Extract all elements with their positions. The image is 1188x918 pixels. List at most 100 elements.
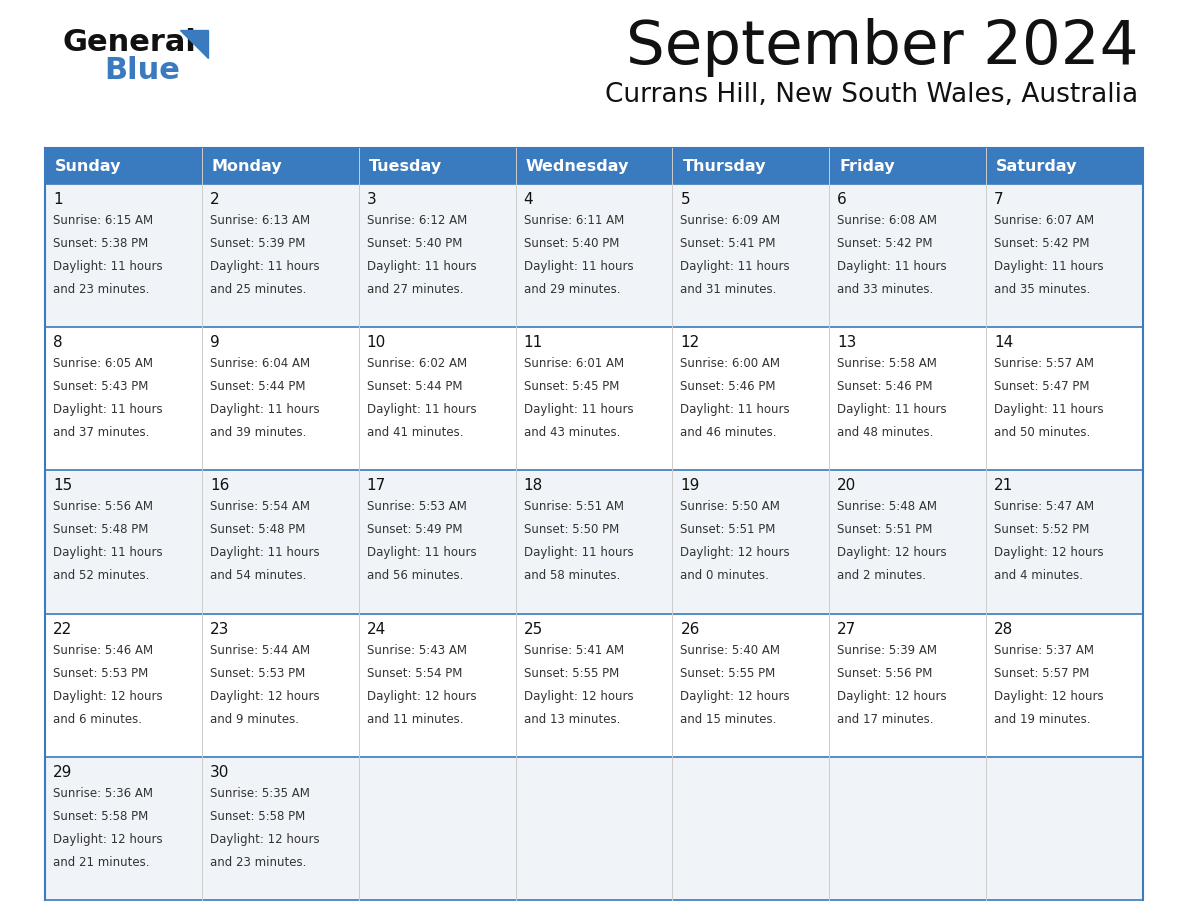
Text: Sunrise: 6:05 AM: Sunrise: 6:05 AM bbox=[53, 357, 153, 370]
Text: 20: 20 bbox=[838, 478, 857, 493]
Text: and 27 minutes.: and 27 minutes. bbox=[367, 283, 463, 296]
Text: and 58 minutes.: and 58 minutes. bbox=[524, 569, 620, 582]
Text: Sunset: 5:53 PM: Sunset: 5:53 PM bbox=[53, 666, 148, 679]
Text: Daylight: 12 hours: Daylight: 12 hours bbox=[524, 689, 633, 702]
Text: Sunrise: 5:54 AM: Sunrise: 5:54 AM bbox=[210, 500, 310, 513]
Text: Daylight: 11 hours: Daylight: 11 hours bbox=[53, 260, 163, 273]
Text: Sunset: 5:58 PM: Sunset: 5:58 PM bbox=[210, 810, 305, 823]
Text: Wednesday: Wednesday bbox=[525, 159, 628, 174]
Text: and 39 minutes.: and 39 minutes. bbox=[210, 426, 307, 439]
Text: Sunset: 5:43 PM: Sunset: 5:43 PM bbox=[53, 380, 148, 393]
Text: General: General bbox=[62, 28, 196, 57]
Text: Daylight: 12 hours: Daylight: 12 hours bbox=[994, 546, 1104, 559]
Text: Daylight: 11 hours: Daylight: 11 hours bbox=[838, 403, 947, 416]
Text: Daylight: 11 hours: Daylight: 11 hours bbox=[53, 546, 163, 559]
Text: Tuesday: Tuesday bbox=[368, 159, 442, 174]
Text: 1: 1 bbox=[53, 192, 63, 207]
Text: Sunday: Sunday bbox=[55, 159, 121, 174]
Text: Daylight: 11 hours: Daylight: 11 hours bbox=[53, 403, 163, 416]
Text: Sunset: 5:51 PM: Sunset: 5:51 PM bbox=[681, 523, 776, 536]
Text: 2: 2 bbox=[210, 192, 220, 207]
Text: Sunset: 5:42 PM: Sunset: 5:42 PM bbox=[994, 237, 1089, 250]
Text: Sunset: 5:38 PM: Sunset: 5:38 PM bbox=[53, 237, 148, 250]
Text: Sunrise: 5:43 AM: Sunrise: 5:43 AM bbox=[367, 644, 467, 656]
Text: Sunrise: 5:35 AM: Sunrise: 5:35 AM bbox=[210, 787, 310, 800]
Bar bbox=[45, 756, 1143, 900]
Text: 19: 19 bbox=[681, 478, 700, 493]
Text: Sunrise: 5:36 AM: Sunrise: 5:36 AM bbox=[53, 787, 153, 800]
Text: Daylight: 11 hours: Daylight: 11 hours bbox=[210, 546, 320, 559]
Text: Daylight: 11 hours: Daylight: 11 hours bbox=[681, 260, 790, 273]
Text: and 23 minutes.: and 23 minutes. bbox=[53, 283, 150, 296]
Text: Sunset: 5:48 PM: Sunset: 5:48 PM bbox=[53, 523, 148, 536]
Text: Sunset: 5:41 PM: Sunset: 5:41 PM bbox=[681, 237, 776, 250]
Text: Currans Hill, New South Wales, Australia: Currans Hill, New South Wales, Australia bbox=[605, 82, 1138, 108]
Text: Sunrise: 6:11 AM: Sunrise: 6:11 AM bbox=[524, 214, 624, 227]
Text: Sunset: 5:40 PM: Sunset: 5:40 PM bbox=[367, 237, 462, 250]
Text: Daylight: 11 hours: Daylight: 11 hours bbox=[524, 260, 633, 273]
Text: Daylight: 11 hours: Daylight: 11 hours bbox=[367, 546, 476, 559]
Text: 22: 22 bbox=[53, 621, 72, 636]
Text: Sunrise: 5:58 AM: Sunrise: 5:58 AM bbox=[838, 357, 937, 370]
Text: Daylight: 11 hours: Daylight: 11 hours bbox=[524, 546, 633, 559]
Text: Sunrise: 6:00 AM: Sunrise: 6:00 AM bbox=[681, 357, 781, 370]
Text: Daylight: 12 hours: Daylight: 12 hours bbox=[838, 689, 947, 702]
Text: Daylight: 12 hours: Daylight: 12 hours bbox=[838, 546, 947, 559]
Text: and 41 minutes.: and 41 minutes. bbox=[367, 426, 463, 439]
Text: Sunset: 5:55 PM: Sunset: 5:55 PM bbox=[681, 666, 776, 679]
Polygon shape bbox=[181, 30, 208, 58]
Text: 23: 23 bbox=[210, 621, 229, 636]
Text: Daylight: 12 hours: Daylight: 12 hours bbox=[53, 689, 163, 702]
Text: Daylight: 12 hours: Daylight: 12 hours bbox=[367, 689, 476, 702]
Text: and 17 minutes.: and 17 minutes. bbox=[838, 712, 934, 725]
Text: 26: 26 bbox=[681, 621, 700, 636]
Text: Sunset: 5:44 PM: Sunset: 5:44 PM bbox=[210, 380, 305, 393]
Text: 15: 15 bbox=[53, 478, 72, 493]
Text: 6: 6 bbox=[838, 192, 847, 207]
Text: Daylight: 12 hours: Daylight: 12 hours bbox=[210, 689, 320, 702]
Text: 13: 13 bbox=[838, 335, 857, 350]
Text: 7: 7 bbox=[994, 192, 1004, 207]
Bar bbox=[45, 613, 1143, 756]
Text: Sunrise: 6:15 AM: Sunrise: 6:15 AM bbox=[53, 214, 153, 227]
Text: and 50 minutes.: and 50 minutes. bbox=[994, 426, 1091, 439]
Text: Sunset: 5:50 PM: Sunset: 5:50 PM bbox=[524, 523, 619, 536]
Text: Daylight: 12 hours: Daylight: 12 hours bbox=[994, 689, 1104, 702]
Text: Daylight: 11 hours: Daylight: 11 hours bbox=[681, 403, 790, 416]
Text: and 35 minutes.: and 35 minutes. bbox=[994, 283, 1091, 296]
Text: Sunset: 5:58 PM: Sunset: 5:58 PM bbox=[53, 810, 148, 823]
Text: 28: 28 bbox=[994, 621, 1013, 636]
Text: Sunset: 5:46 PM: Sunset: 5:46 PM bbox=[681, 380, 776, 393]
Text: Sunrise: 5:39 AM: Sunrise: 5:39 AM bbox=[838, 644, 937, 656]
Text: Sunrise: 5:50 AM: Sunrise: 5:50 AM bbox=[681, 500, 781, 513]
Text: Daylight: 12 hours: Daylight: 12 hours bbox=[681, 546, 790, 559]
Text: Sunset: 5:56 PM: Sunset: 5:56 PM bbox=[838, 666, 933, 679]
Text: 24: 24 bbox=[367, 621, 386, 636]
Text: Sunrise: 6:04 AM: Sunrise: 6:04 AM bbox=[210, 357, 310, 370]
Text: 3: 3 bbox=[367, 192, 377, 207]
Text: 12: 12 bbox=[681, 335, 700, 350]
Text: September 2024: September 2024 bbox=[626, 18, 1138, 77]
Text: 17: 17 bbox=[367, 478, 386, 493]
Text: Daylight: 12 hours: Daylight: 12 hours bbox=[53, 833, 163, 845]
Bar bbox=[45, 184, 1143, 327]
Text: Daylight: 11 hours: Daylight: 11 hours bbox=[524, 403, 633, 416]
Text: and 33 minutes.: and 33 minutes. bbox=[838, 283, 934, 296]
Text: 29: 29 bbox=[53, 765, 72, 779]
Text: Sunrise: 5:57 AM: Sunrise: 5:57 AM bbox=[994, 357, 1094, 370]
Text: 27: 27 bbox=[838, 621, 857, 636]
Bar bbox=[45, 470, 1143, 613]
Text: 8: 8 bbox=[53, 335, 63, 350]
Text: and 11 minutes.: and 11 minutes. bbox=[367, 712, 463, 725]
Bar bbox=[45, 148, 1143, 184]
Text: and 48 minutes.: and 48 minutes. bbox=[838, 426, 934, 439]
Text: Sunset: 5:46 PM: Sunset: 5:46 PM bbox=[838, 380, 933, 393]
Text: and 2 minutes.: and 2 minutes. bbox=[838, 569, 927, 582]
Text: and 52 minutes.: and 52 minutes. bbox=[53, 569, 150, 582]
Text: Daylight: 11 hours: Daylight: 11 hours bbox=[210, 403, 320, 416]
Text: and 4 minutes.: and 4 minutes. bbox=[994, 569, 1083, 582]
Text: Friday: Friday bbox=[839, 159, 895, 174]
Text: 4: 4 bbox=[524, 192, 533, 207]
Text: Sunrise: 5:41 AM: Sunrise: 5:41 AM bbox=[524, 644, 624, 656]
Text: Sunset: 5:52 PM: Sunset: 5:52 PM bbox=[994, 523, 1089, 536]
